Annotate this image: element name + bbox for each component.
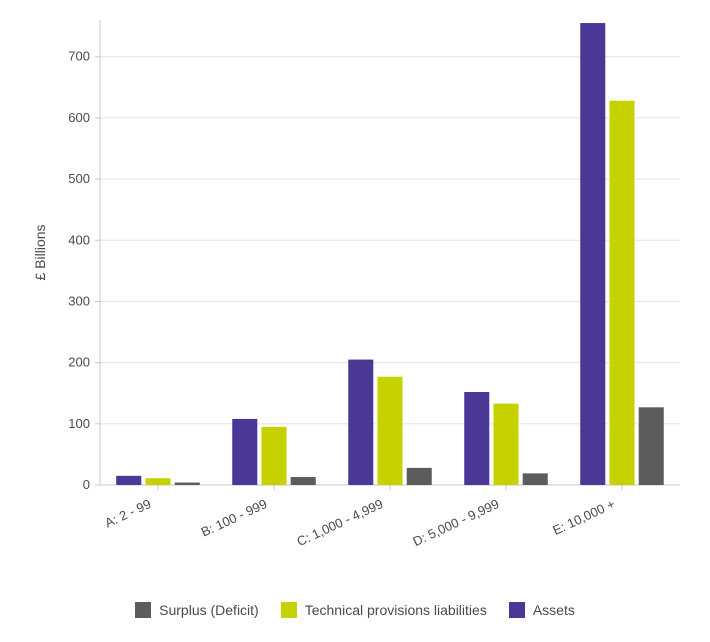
bar xyxy=(493,404,518,485)
y-tick-label: 400 xyxy=(68,232,90,247)
legend-label: Surplus (Deficit) xyxy=(159,602,259,618)
category-label: C: 1,000 - 4,999 xyxy=(294,496,385,549)
legend-swatch xyxy=(509,602,525,618)
legend-swatch xyxy=(281,602,297,618)
y-tick-label: 700 xyxy=(68,49,90,64)
chart-container: 0 100 200 300 400 500 600 700 £ Billions A: 2 - 9… xyxy=(0,0,710,642)
category-label: B: 100 - 999 xyxy=(199,496,270,540)
y-tick-label: 100 xyxy=(68,416,90,431)
y-tick-label: 500 xyxy=(68,171,90,186)
y-axis-label: £ Billions xyxy=(32,224,48,280)
bar xyxy=(464,392,489,485)
bar xyxy=(291,477,316,485)
y-tick-label: 300 xyxy=(68,293,90,308)
y-tick-label: 600 xyxy=(68,110,90,125)
category-label: E: 10,000 + xyxy=(550,496,617,538)
legend: Surplus (Deficit) Technical provisions li… xyxy=(0,602,710,618)
y-tick-label: 0 xyxy=(83,477,90,492)
bar xyxy=(261,427,286,485)
bar xyxy=(639,407,664,485)
legend-item: Technical provisions liabilities xyxy=(281,602,487,618)
legend-label: Assets xyxy=(533,602,575,618)
bar xyxy=(232,419,257,485)
bar xyxy=(523,473,548,485)
bar xyxy=(116,476,141,485)
bar xyxy=(580,23,605,485)
category-label: D: 5,000 - 9,999 xyxy=(410,496,501,549)
legend-item: Surplus (Deficit) xyxy=(135,602,259,618)
bar xyxy=(407,468,432,485)
bar xyxy=(348,360,373,485)
legend-item: Assets xyxy=(509,602,575,618)
y-tick-label: 200 xyxy=(68,355,90,370)
bar-chart: 0 100 200 300 400 500 600 700 £ Billions A: 2 - 9… xyxy=(0,0,710,642)
legend-label: Technical provisions liabilities xyxy=(305,602,487,618)
legend-swatch xyxy=(135,602,151,618)
bar xyxy=(377,377,402,485)
category-label: A: 2 - 99 xyxy=(102,496,153,530)
bar xyxy=(175,483,200,485)
bar xyxy=(609,101,634,485)
bar xyxy=(145,478,170,485)
